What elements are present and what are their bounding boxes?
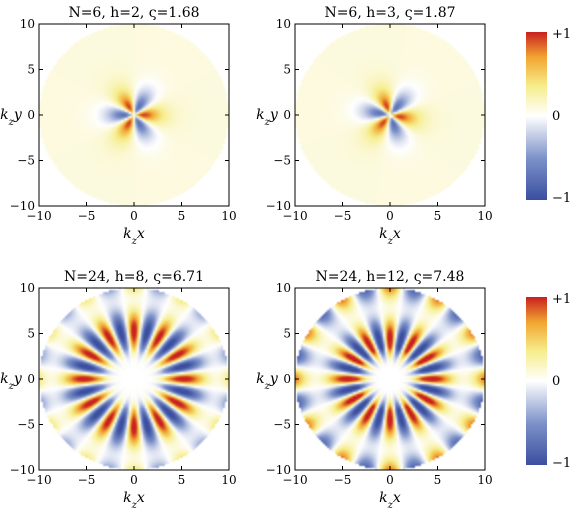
heatmap-image: [39, 24, 229, 206]
x-axis-label: kzx: [123, 226, 145, 247]
heatmap-image: [295, 288, 485, 470]
colorbar-gradient: [526, 32, 547, 200]
y-tick-label: −5: [17, 418, 35, 432]
heatmap-image: [39, 288, 229, 470]
colorbar-gradient: [526, 297, 547, 465]
y-tick-label: −10: [10, 199, 35, 213]
y-tick-label: 10: [20, 17, 35, 31]
panel-4: −10 −5 0 5 10 10 5 0 −5 −10 N=24, h=12, ς=7.48 kzx k…: [256, 269, 492, 511]
y-tick-label: −10: [266, 463, 291, 477]
y-tick-label: −5: [17, 154, 35, 168]
y-tick-label: −5: [273, 154, 291, 168]
y-tick-label: 0: [27, 372, 35, 386]
colorbar-label: −1: [552, 191, 571, 206]
panel-title: N=24, h=8, ς=6.71: [64, 269, 204, 285]
colorbar-1: +1 0 −1: [526, 27, 571, 206]
y-tick-label: 5: [27, 327, 35, 341]
colorbar-label: −1: [552, 456, 571, 471]
colorbar-label: 0: [552, 374, 560, 389]
x-tick-label: −10: [26, 209, 51, 223]
colorbars: +1 0 −1 +1 0 −1: [526, 27, 571, 471]
x-tick-label: 5: [178, 209, 186, 223]
x-tick-label: 5: [178, 473, 186, 487]
y-axis-label: kzy: [256, 107, 279, 128]
x-tick-label: 0: [386, 473, 394, 487]
y-tick-label: 10: [276, 281, 291, 295]
x-tick-label: 0: [386, 209, 394, 223]
heatmap-image: [295, 24, 485, 206]
panel-3: −10 −5 0 5 10 10 5 0 −5 −10 N=24, h=8, ς=6.71 kzx kz…: [0, 269, 236, 511]
colorbar-label: +1: [552, 292, 571, 307]
colorbar-label: 0: [552, 109, 560, 124]
x-tick-label: −5: [334, 209, 352, 223]
x-tick-label: 10: [477, 473, 492, 487]
y-tick-label: 0: [27, 108, 35, 122]
panel-title: N=6, h=2, ς=1.68: [68, 5, 199, 21]
x-tick-label: −10: [26, 473, 51, 487]
panel-title: N=24, h=12, ς=7.48: [316, 269, 465, 285]
y-tick-label: 5: [27, 63, 35, 77]
y-axis-label: kzy: [0, 371, 23, 392]
x-tick-label: 10: [477, 209, 492, 223]
y-tick-label: 5: [283, 327, 291, 341]
x-tick-label: 0: [130, 209, 138, 223]
x-tick-label: 10: [221, 473, 236, 487]
x-axis-label: kzx: [379, 490, 401, 511]
y-tick-label: 0: [283, 372, 291, 386]
y-tick-label: −5: [273, 418, 291, 432]
x-axis-label: kzx: [379, 226, 401, 247]
x-axis-label: kzx: [123, 490, 145, 511]
colorbar-2: +1 0 −1: [526, 292, 571, 471]
y-tick-label: 5: [283, 63, 291, 77]
y-axis-label: kzy: [256, 371, 279, 392]
y-tick-label: −10: [266, 199, 291, 213]
x-tick-label: −10: [282, 473, 307, 487]
x-tick-label: 5: [434, 209, 442, 223]
panel-2: −10 −5 0 5 10 10 5 0 −5 −10 N=6, h=3, ς=1.87 kzx kzy: [256, 5, 492, 247]
y-tick-label: −10: [10, 463, 35, 477]
colorbar-label: +1: [552, 27, 571, 42]
x-tick-label: −5: [78, 209, 96, 223]
x-tick-label: 0: [130, 473, 138, 487]
y-tick-label: 10: [276, 17, 291, 31]
x-tick-label: −5: [334, 473, 352, 487]
y-tick-label: 0: [283, 108, 291, 122]
panels: −10 −5 0 5 10 10 5 0 −5 −10 N=6, h=2, ς=1.68 kzx kzy…: [0, 5, 492, 511]
x-tick-label: 10: [221, 209, 236, 223]
x-tick-label: 5: [434, 473, 442, 487]
y-axis-label: kzy: [0, 107, 23, 128]
panel-1: −10 −5 0 5 10 10 5 0 −5 −10 N=6, h=2, ς=1.68 kzx kzy: [0, 5, 236, 247]
x-tick-label: −5: [78, 473, 96, 487]
y-tick-label: 10: [20, 281, 35, 295]
x-tick-label: −10: [282, 209, 307, 223]
panel-title: N=6, h=3, ς=1.87: [324, 5, 455, 21]
